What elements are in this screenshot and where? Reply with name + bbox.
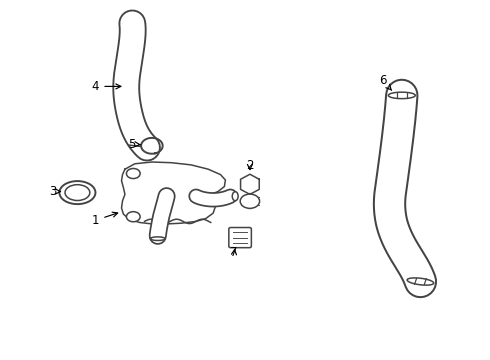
Text: 6: 6 bbox=[379, 75, 392, 90]
Text: 4: 4 bbox=[92, 80, 121, 93]
Ellipse shape bbox=[388, 92, 415, 99]
FancyBboxPatch shape bbox=[229, 228, 251, 248]
Text: 7: 7 bbox=[230, 246, 238, 259]
Text: 3: 3 bbox=[49, 185, 60, 198]
Polygon shape bbox=[241, 174, 259, 194]
Text: 2: 2 bbox=[246, 159, 254, 172]
Ellipse shape bbox=[407, 278, 434, 285]
Ellipse shape bbox=[150, 237, 165, 240]
Circle shape bbox=[240, 194, 260, 208]
Polygon shape bbox=[122, 162, 225, 224]
Text: 5: 5 bbox=[127, 138, 141, 150]
Circle shape bbox=[126, 212, 140, 222]
Text: 1: 1 bbox=[92, 212, 118, 227]
Ellipse shape bbox=[232, 192, 238, 201]
Circle shape bbox=[126, 168, 140, 179]
